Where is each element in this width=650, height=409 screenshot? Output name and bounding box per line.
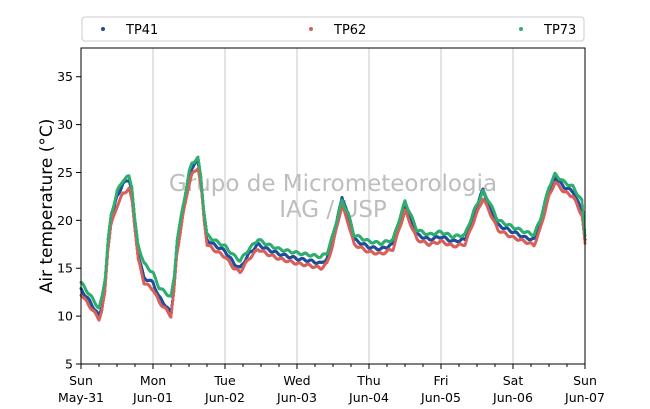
series-TP62 (79, 167, 587, 322)
data-series (79, 155, 587, 322)
grid-lines (152, 48, 514, 364)
watermark-line-1: Grupo de Micrometeorologia (169, 171, 497, 197)
watermark-line-2: IAG / USP (279, 197, 387, 223)
watermark: Grupo de Micrometeorologia IAG / USP (169, 171, 497, 223)
plot-area (81, 48, 585, 364)
